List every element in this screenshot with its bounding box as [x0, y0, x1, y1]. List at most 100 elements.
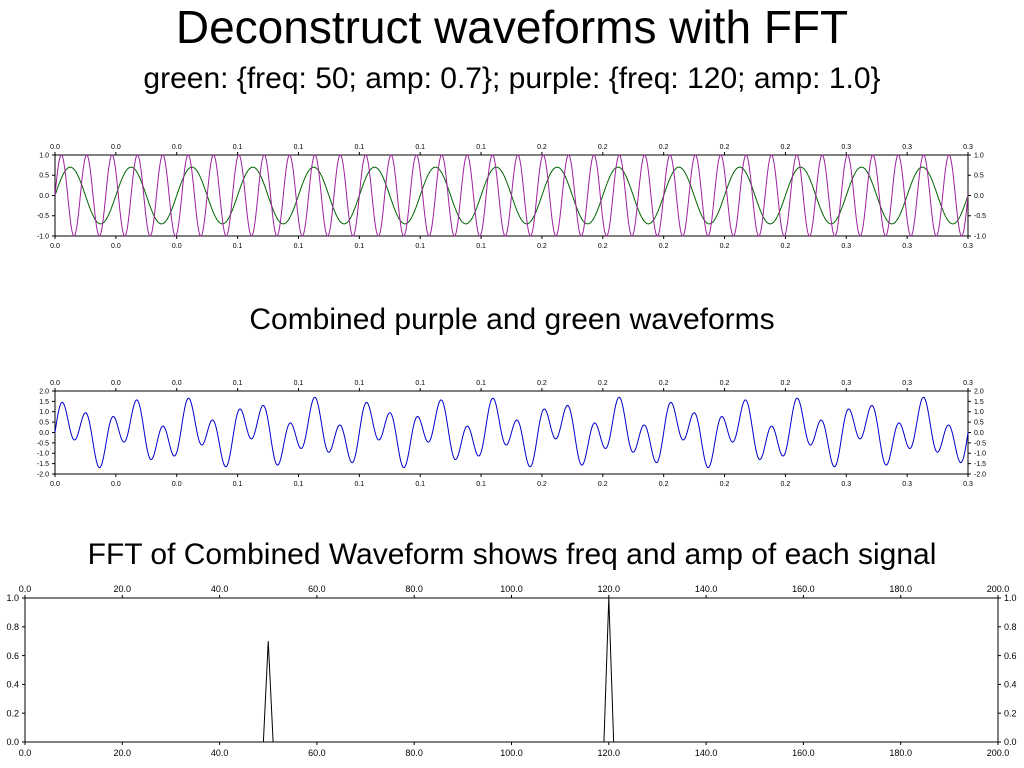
y-tick-label-right: 0.0	[1004, 737, 1017, 747]
x-tick-label-top: 0.2	[537, 380, 547, 387]
y-tick-label-right: 1.0	[1004, 593, 1017, 603]
y-tick-label-left: 2.0	[39, 388, 49, 395]
x-tick-label-top: 0.1	[476, 144, 486, 151]
x-tick-label-bottom: 20.0	[114, 748, 132, 758]
y-tick-label-left: 0.2	[6, 708, 19, 718]
page-subtitle: green: {freq: 50; amp: 0.7}; purple: {fr…	[143, 62, 881, 95]
x-tick-label-bottom: 0.0	[50, 243, 60, 250]
y-tick-label-right: 1.0	[974, 409, 984, 416]
y-tick-label-right: 0.2	[1004, 708, 1017, 718]
x-tick-label-bottom: 0.3	[963, 243, 973, 250]
x-tick-label-bottom: 0.2	[720, 481, 730, 488]
x-tick-label-bottom: 0.0	[19, 748, 32, 758]
y-tick-label-right: 1.0	[974, 152, 984, 159]
page-title: Deconstruct waveforms with FFT	[175, 1, 849, 53]
x-tick-label-top: 0.2	[659, 380, 669, 387]
x-tick-label-bottom: 0.0	[50, 481, 60, 488]
x-tick-label-top: 0.0	[50, 144, 60, 151]
waveforms-chart: 0.0 0.0 0.0 0.0 0.0 0.0 0.1 0.1 0.1 0.1 0.1 0.1 0.1 0…	[37, 144, 986, 250]
x-tick-label-bottom: 0.0	[111, 243, 121, 250]
x-tick-label-bottom: 0.2	[781, 243, 791, 250]
x-tick-label-bottom: 0.1	[233, 243, 243, 250]
fft-spectrum-line	[25, 597, 998, 743]
y-tick-label-left: 1.0	[6, 593, 19, 603]
x-tick-label-bottom: 0.1	[476, 243, 486, 250]
x-tick-label-bottom: 40.0	[211, 748, 229, 758]
x-tick-label-bottom: 0.0	[172, 243, 182, 250]
y-tick-label-left: -0.5	[37, 440, 49, 447]
y-tick-label-right: 0.4	[1004, 680, 1017, 690]
x-tick-label-top: 0.3	[902, 144, 912, 151]
x-tick-label-bottom: 0.2	[537, 243, 547, 250]
y-tick-label-left: -1.5	[37, 461, 49, 468]
x-tick-label-top: 0.1	[294, 144, 304, 151]
y-tick-label-left: 0.0	[39, 430, 49, 437]
x-tick-label-top: 0.0	[19, 584, 32, 594]
x-tick-label-bottom: 0.2	[781, 481, 791, 488]
x-tick-label-bottom: 0.1	[476, 481, 486, 488]
combined-waveform-chart: 0.0 0.0 0.0 0.0 0.0 0.0 0.1 0.1 0.1 0.1 0.1 0.1 0.1 0…	[37, 380, 986, 488]
x-tick-label-bottom: 160.0	[792, 748, 815, 758]
x-tick-label-top: 0.0	[111, 144, 121, 151]
x-tick-label-top: 20.0	[114, 584, 132, 594]
x-tick-label-bottom: 0.2	[598, 481, 608, 488]
fft-chart-title: FFT of Combined Waveform shows freq and …	[87, 538, 937, 571]
x-tick-label-top: 0.1	[476, 380, 486, 387]
y-tick-label-right: 0.6	[1004, 651, 1017, 661]
x-tick-label-bottom: 0.1	[354, 243, 364, 250]
x-tick-label-top: 0.2	[537, 144, 547, 151]
combined-waveform-line	[54, 396, 969, 469]
y-tick-label-right: 0.0	[974, 430, 984, 437]
x-tick-label-top: 0.3	[963, 380, 973, 387]
x-tick-label-bottom: 0.1	[294, 481, 304, 488]
x-tick-label-top: 40.0	[211, 584, 229, 594]
x-tick-label-top: 80.0	[405, 584, 423, 594]
x-tick-label-top: 0.0	[172, 144, 182, 151]
x-tick-label-top: 0.1	[233, 144, 243, 151]
x-tick-label-top: 0.0	[111, 380, 121, 387]
x-tick-label-bottom: 140.0	[695, 748, 718, 758]
x-tick-label-top: 0.2	[598, 380, 608, 387]
x-tick-label-top: 0.1	[415, 380, 425, 387]
purple-waveform-line	[54, 154, 969, 237]
y-tick-label-right: 2.0	[974, 388, 984, 395]
x-tick-label-bottom: 0.3	[902, 481, 912, 488]
y-tick-label-left: 0.0	[39, 193, 49, 200]
x-tick-label-top: 0.1	[233, 380, 243, 387]
y-tick-label-left: 0.8	[6, 622, 19, 632]
x-tick-label-top: 0.1	[354, 380, 364, 387]
y-tick-label-left: -1.0	[37, 233, 49, 240]
x-tick-label-bottom: 180.0	[889, 748, 912, 758]
y-tick-label-left: -1.0	[37, 451, 49, 458]
y-tick-label-left: 0.4	[6, 680, 19, 690]
y-tick-label-left: 0.6	[6, 651, 19, 661]
x-tick-label-top: 0.1	[294, 380, 304, 387]
x-tick-label-bottom: 0.2	[537, 481, 547, 488]
y-tick-label-right: 0.5	[974, 420, 984, 427]
x-tick-label-bottom: 0.0	[172, 481, 182, 488]
y-tick-label-right: -0.5	[974, 213, 986, 220]
y-tick-label-right: 0.0	[974, 193, 984, 200]
combined-chart-title: Combined purple and green waveforms	[249, 303, 775, 336]
x-tick-label-top: 0.3	[963, 144, 973, 151]
x-tick-label-bottom: 0.1	[233, 481, 243, 488]
x-tick-label-top: 0.2	[659, 144, 669, 151]
y-tick-label-left: -2.0	[37, 471, 49, 478]
x-tick-label-bottom: 0.0	[111, 481, 121, 488]
x-tick-label-top: 120.0	[598, 584, 621, 594]
y-tick-label-right: -1.5	[974, 461, 986, 468]
y-tick-label-right: 1.5	[974, 399, 984, 406]
x-tick-label-top: 0.2	[781, 144, 791, 151]
x-tick-label-top: 0.1	[354, 144, 364, 151]
x-tick-label-top: 0.3	[841, 144, 851, 151]
y-tick-label-right: -0.5	[974, 440, 986, 447]
x-tick-label-top: 0.2	[598, 144, 608, 151]
x-tick-label-bottom: 0.3	[963, 481, 973, 488]
x-tick-label-bottom: 120.0	[598, 748, 621, 758]
x-tick-label-top: 0.0	[50, 380, 60, 387]
x-tick-label-bottom: 60.0	[308, 748, 326, 758]
x-tick-label-top: 180.0	[889, 584, 912, 594]
x-tick-label-top: 0.3	[902, 380, 912, 387]
y-tick-label-left: 1.0	[39, 409, 49, 416]
x-tick-label-top: 160.0	[792, 584, 815, 594]
